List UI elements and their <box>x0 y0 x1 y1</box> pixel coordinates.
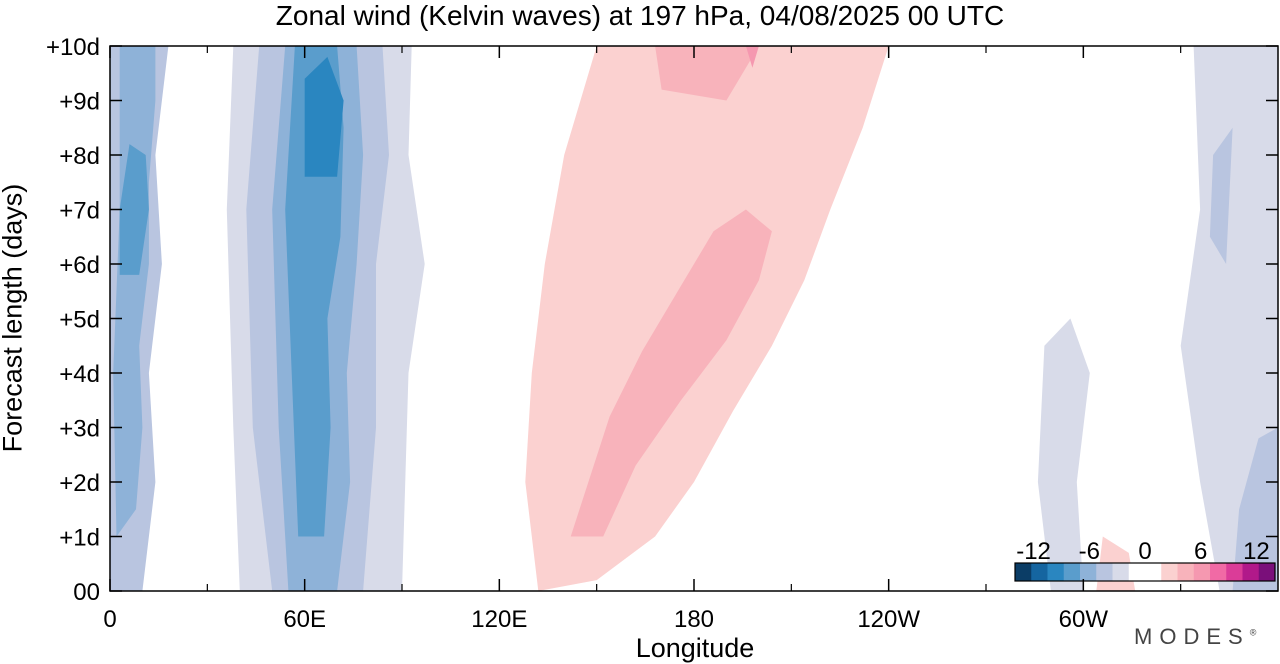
colorbar-segment <box>1112 563 1130 581</box>
colorbar-segment <box>1047 563 1065 581</box>
x-tick-label: 60W <box>1059 606 1109 633</box>
y-tick-label: +8d <box>59 143 100 170</box>
colorbar-segment <box>1031 563 1048 581</box>
region-pos-patch-230W <box>797 411 889 591</box>
x-tick-label: 60E <box>283 606 326 633</box>
y-tick-label: +7d <box>59 198 100 225</box>
x-tick-label: 180 <box>674 606 714 633</box>
colorbar-segment <box>1015 563 1032 581</box>
colorbar-segment <box>1128 563 1146 581</box>
colorbar-segment <box>1258 563 1276 581</box>
contour-fields <box>110 46 1278 591</box>
axes: 0 60E 120E 180 120W 60W 00 +1d +2d +3d +4d +5d +6d +7… <box>46 34 1278 633</box>
y-tick-label: 00 <box>73 579 100 606</box>
colorbar-segment <box>1193 563 1211 581</box>
y-tick-label: +9d <box>59 89 100 116</box>
colorbar-label: 12 <box>1243 538 1270 565</box>
region-pos-wave-6-top <box>655 46 759 101</box>
colorbar-segment <box>1063 563 1081 581</box>
colorbar-label: -12 <box>1016 538 1051 565</box>
colorbar-label: 6 <box>1194 538 1207 565</box>
y-tick-label: +5d <box>59 307 100 334</box>
y-tick-label: +1d <box>59 525 100 552</box>
y-tick-label: +4d <box>59 361 100 388</box>
y-tick-label: +10d <box>46 34 100 61</box>
colorbar-label: 0 <box>1138 538 1151 565</box>
x-tick-label: 120E <box>471 606 527 633</box>
colorbar-segment <box>1226 563 1243 581</box>
x-axis-label: Longitude <box>635 633 755 663</box>
colorbar-segment <box>1096 563 1113 581</box>
region-pos-wave-6 <box>570 209 772 537</box>
modes-logo: MODES® <box>1134 624 1257 649</box>
colorbar-segment <box>1177 563 1195 581</box>
colorbar-label: -6 <box>1079 538 1100 565</box>
colorbar-segment <box>1242 563 1260 581</box>
x-tick-label: 0 <box>103 606 116 633</box>
region-neg-east-2-core <box>1209 127 1233 264</box>
region-neg-east-0 <box>1037 318 1090 591</box>
chart-title: Zonal wind (Kelvin waves) at 197 hPa, 04… <box>275 0 1005 31</box>
colorbar-segment <box>1210 563 1227 581</box>
colorbar-frame <box>1014 562 1276 582</box>
region-pos-wave-8 <box>745 46 759 68</box>
y-tick-label: +2d <box>59 470 100 497</box>
region-neg-east-1 <box>1180 46 1278 591</box>
x-tick-label: 120W <box>857 606 920 633</box>
colorbar-segment <box>1161 563 1178 581</box>
colorbar: -12 -6 0 6 12 <box>1014 538 1276 582</box>
colorbar-segment <box>1145 563 1162 581</box>
region-neg-band-0-20E-max <box>119 144 149 275</box>
colorbar-segment <box>1080 563 1097 581</box>
y-tick-label: +3d <box>59 416 100 443</box>
y-tick-label: +6d <box>59 252 100 279</box>
region-neg-east-1-core <box>1232 427 1278 591</box>
region-neg-band-max <box>304 56 344 177</box>
